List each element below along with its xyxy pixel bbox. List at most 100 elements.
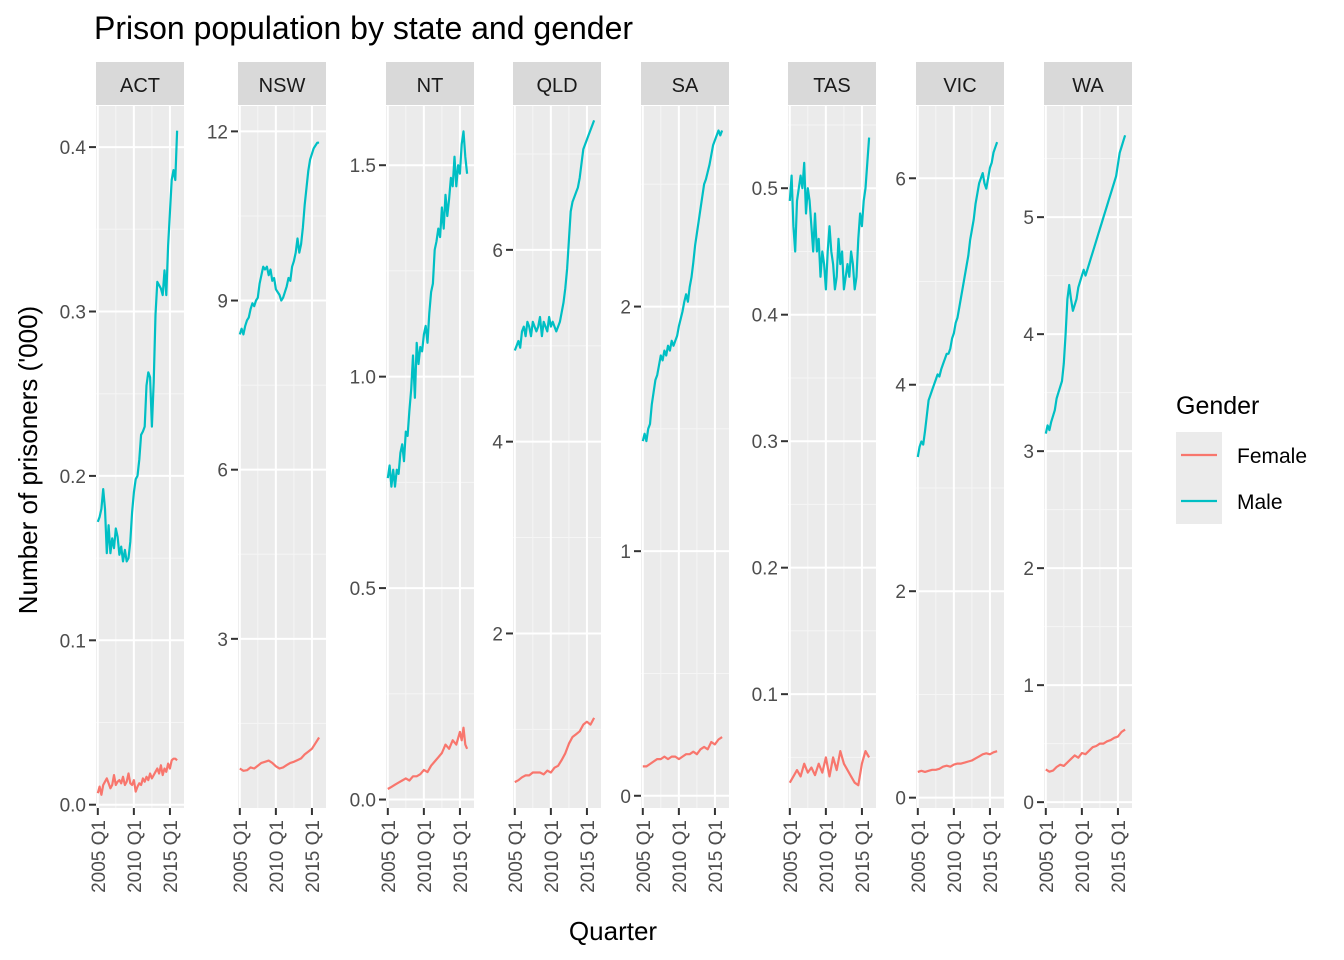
x-axis-label: Quarter xyxy=(569,916,657,946)
x-tick-label: 2010 Q1 xyxy=(1073,820,1094,893)
series-line-female xyxy=(788,750,871,787)
y-tick-label: 0.0 xyxy=(350,791,376,812)
facet-sa: SA 2005 Q1 2010 Q1 2015 Q1 0 1 2 xyxy=(620,62,729,893)
legend: Gender Female Male xyxy=(1176,392,1307,524)
series-line-male xyxy=(96,130,179,563)
y-tick-label: 0.5 xyxy=(752,179,778,200)
y-tick-label: 4 xyxy=(1023,325,1034,346)
x-tick-label: 2005 Q1 xyxy=(506,820,527,893)
chart-title: Prison population by state and gender xyxy=(94,10,633,46)
x-tick-label: 2005 Q1 xyxy=(379,820,400,893)
y-tick-label: 4 xyxy=(895,376,906,397)
y-tick-label: 0 xyxy=(895,789,906,810)
x-tick-label: 2010 Q1 xyxy=(267,820,288,893)
x-tick-label: 2015 Q1 xyxy=(161,820,182,893)
y-tick-label: 0.1 xyxy=(60,631,86,652)
series-line-male xyxy=(1044,134,1127,434)
x-tick-label: 2010 Q1 xyxy=(945,820,966,893)
y-tick-label: 4 xyxy=(492,433,503,454)
y-tick-label: 1 xyxy=(620,542,631,563)
y-tick-label: 6 xyxy=(492,241,503,262)
y-tick-label: 0.1 xyxy=(752,685,778,706)
series-line-female xyxy=(387,726,469,790)
y-tick-label: 3 xyxy=(1023,442,1034,463)
facet-strip xyxy=(386,62,474,105)
x-tick-label: 2005 Q1 xyxy=(89,820,110,893)
series-line-female xyxy=(239,736,321,772)
legend-label: Male xyxy=(1237,491,1283,514)
facet-strip xyxy=(916,62,1004,105)
facet-strip-label: NSW xyxy=(259,75,306,97)
series-line-female xyxy=(917,750,998,773)
series-line-female xyxy=(1045,728,1126,773)
y-tick-label: 2 xyxy=(492,624,503,645)
y-tick-label: 2 xyxy=(1023,559,1034,580)
y-tick-label: 0 xyxy=(620,787,631,808)
x-tick-label: 2005 Q1 xyxy=(909,820,930,893)
facet-tas: TAS 2005 Q1 2010 Q1 2015 Q1 0.1 0.2 0.3 0.4 0.5 xyxy=(752,62,876,893)
x-tick-label: 2005 Q1 xyxy=(1037,820,1058,893)
y-tick-label: 6 xyxy=(895,169,906,190)
x-tick-label: 2010 Q1 xyxy=(542,820,563,893)
facet-panels: ACT 2005 Q1 2010 Q1 2015 Q1 0.0 0.1 0.2 0.3 0.4 N… xyxy=(60,62,1132,893)
series-line-male xyxy=(788,137,871,291)
facet-nt: NT 2005 Q1 2010 Q1 2015 Q1 0.0 0.5 1.0 1.5 xyxy=(350,62,474,893)
x-tick-label: 2010 Q1 xyxy=(670,820,691,893)
series-line-female xyxy=(514,717,596,784)
x-tick-label: 2015 Q1 xyxy=(451,820,472,893)
facet-act: ACT 2005 Q1 2010 Q1 2015 Q1 0.0 0.1 0.2 0.3 0.4 xyxy=(60,62,184,893)
facet-nsw: NSW 2005 Q1 2010 Q1 2015 Q1 3 6 9 12 xyxy=(207,62,326,893)
facet-strip xyxy=(513,62,601,105)
facet-wa: WA 2005 Q1 2010 Q1 2015 Q1 0 1 2 3 4 5 xyxy=(1023,62,1132,893)
series-line-female xyxy=(642,736,723,768)
y-tick-label: 3 xyxy=(217,630,228,651)
y-tick-label: 6 xyxy=(217,461,228,482)
facet-qld: QLD 2005 Q1 2010 Q1 2015 Q1 2 4 6 xyxy=(492,62,601,893)
x-tick-label: 2010 Q1 xyxy=(125,820,146,893)
x-tick-label: 2005 Q1 xyxy=(634,820,655,893)
y-tick-label: 0.0 xyxy=(60,796,86,817)
series-line-male xyxy=(916,141,999,458)
facet-strip-label: TAS xyxy=(813,75,850,97)
facet-strip xyxy=(641,62,729,105)
facet-strip-label: QLD xyxy=(536,75,577,97)
facet-strip-label: WA xyxy=(1072,75,1104,97)
y-tick-label: 1 xyxy=(1023,676,1034,697)
y-tick-label: 2 xyxy=(895,582,906,603)
legend-label: Female xyxy=(1237,445,1307,468)
y-tick-label: 0.2 xyxy=(60,467,86,488)
series-line-male xyxy=(641,129,724,443)
y-tick-label: 12 xyxy=(207,122,228,143)
facet-strip xyxy=(1044,62,1132,105)
y-tick-label: 1.5 xyxy=(350,156,376,177)
y-tick-label: 0.4 xyxy=(752,306,779,327)
facet-strip-label: ACT xyxy=(120,75,160,97)
x-tick-label: 2010 Q1 xyxy=(415,820,436,893)
x-tick-label: 2015 Q1 xyxy=(853,820,874,893)
y-tick-label: 0.3 xyxy=(752,432,778,453)
facet-strip-label: VIC xyxy=(943,75,976,97)
legend-title: Gender xyxy=(1176,392,1259,420)
x-tick-label: 2015 Q1 xyxy=(981,820,1002,893)
facet-strip xyxy=(238,62,326,105)
y-tick-label: 0.3 xyxy=(60,303,86,324)
series-line-male xyxy=(513,120,596,351)
x-tick-label: 2005 Q1 xyxy=(781,820,802,893)
y-tick-label: 9 xyxy=(217,292,228,313)
y-tick-label: 0.2 xyxy=(752,559,778,580)
facet-strip-label: SA xyxy=(672,75,699,97)
y-tick-label: 2 xyxy=(620,298,631,319)
series-line-female xyxy=(96,757,178,796)
series-line-male xyxy=(238,141,320,336)
x-tick-label: 2015 Q1 xyxy=(303,820,324,893)
facet-strip xyxy=(788,62,876,105)
facet-vic: VIC 2005 Q1 2010 Q1 2015 Q1 0 2 4 6 xyxy=(895,62,1004,893)
y-tick-label: 0 xyxy=(1023,793,1034,814)
y-tick-label: 0.4 xyxy=(60,138,87,159)
y-axis-label: Number of prisoners ('000) xyxy=(13,306,43,614)
series-line-male xyxy=(386,130,469,488)
facet-strip xyxy=(96,62,184,105)
x-tick-label: 2005 Q1 xyxy=(231,820,252,893)
x-tick-label: 2015 Q1 xyxy=(706,820,727,893)
